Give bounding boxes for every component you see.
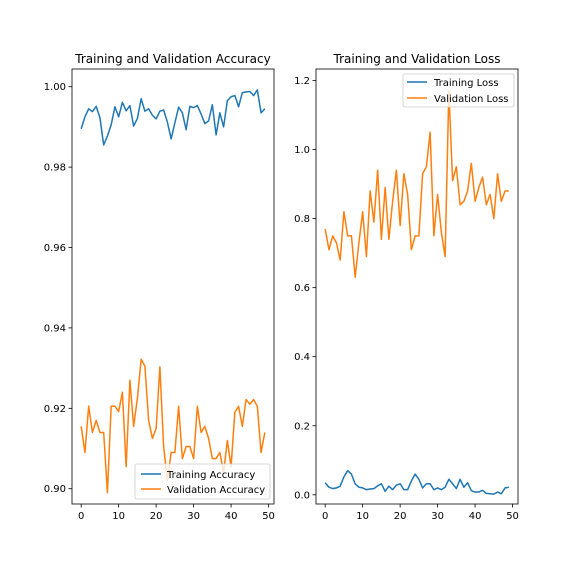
loss-chart-title: Training and Validation Loss bbox=[333, 52, 501, 66]
loss-x-tick-label: 40 bbox=[469, 511, 482, 522]
loss-y-tick-label: 1.0 bbox=[294, 145, 310, 156]
accuracy-x-ticks: 0 10 20 30 40 50 bbox=[78, 504, 275, 522]
loss-legend-label-training: Training Loss bbox=[433, 78, 499, 89]
loss-x-ticks: 0 10 20 30 40 50 bbox=[322, 504, 519, 522]
accuracy-plot-frame bbox=[71, 68, 275, 505]
loss-y-tick-label: 0.2 bbox=[294, 421, 310, 432]
loss-x-tick-label: 30 bbox=[431, 511, 444, 522]
accuracy-y-tick-label: 0.98 bbox=[44, 163, 66, 174]
loss-legend: Training Loss Validation Loss bbox=[402, 73, 515, 108]
accuracy-x-tick-label: 20 bbox=[150, 511, 163, 522]
loss-x-tick-label: 10 bbox=[356, 511, 369, 522]
accuracy-x-tick-label: 50 bbox=[262, 511, 275, 522]
accuracy-x-tick-label: 0 bbox=[78, 511, 84, 522]
accuracy-series-layer bbox=[80, 89, 266, 494]
accuracy-chart-title: Training and Validation Accuracy bbox=[74, 52, 270, 66]
loss-x-tick-label: 0 bbox=[322, 511, 328, 522]
accuracy-x-tick-label: 40 bbox=[225, 511, 238, 522]
loss-y-tick-label: 0.0 bbox=[294, 490, 310, 501]
loss-chart: Training and Validation Loss 0 10 20 30 40 50… bbox=[294, 52, 519, 522]
accuracy-training-line bbox=[80, 89, 266, 146]
loss-y-tick-label: 0.4 bbox=[294, 352, 310, 363]
loss-y-tick-label: 1.2 bbox=[294, 76, 310, 87]
accuracy-x-tick-label: 10 bbox=[112, 511, 125, 522]
loss-y-ticks: 0.0 0.2 0.4 0.6 0.8 1.0 1.2 bbox=[294, 76, 316, 501]
loss-validation-line bbox=[324, 90, 509, 279]
accuracy-y-tick-label: 1.00 bbox=[44, 82, 66, 93]
loss-y-tick-label: 0.8 bbox=[294, 214, 310, 225]
loss-legend-label-validation: Validation Loss bbox=[434, 94, 509, 105]
accuracy-chart: Training and Validation Accuracy 0 10 20 30… bbox=[44, 52, 275, 522]
accuracy-legend-label-validation: Validation Accuracy bbox=[167, 485, 265, 496]
loss-y-tick-label: 0.6 bbox=[294, 283, 310, 294]
accuracy-y-ticks: 0.90 0.92 0.94 0.96 0.98 1.00 bbox=[44, 82, 72, 495]
loss-plot-frame bbox=[315, 68, 519, 505]
loss-legend-box bbox=[402, 73, 515, 108]
loss-training-line bbox=[324, 469, 509, 495]
accuracy-legend: Training Accuracy Validation Accuracy bbox=[134, 463, 271, 500]
accuracy-y-tick-label: 0.96 bbox=[44, 243, 66, 254]
accuracy-validation-line bbox=[80, 358, 266, 494]
loss-series-layer bbox=[324, 90, 509, 495]
accuracy-legend-box bbox=[134, 463, 271, 500]
accuracy-y-tick-label: 0.94 bbox=[44, 323, 66, 334]
accuracy-x-tick-label: 30 bbox=[187, 511, 200, 522]
loss-x-tick-label: 50 bbox=[506, 511, 519, 522]
accuracy-legend-label-training: Training Accuracy bbox=[166, 470, 255, 481]
loss-x-tick-label: 20 bbox=[394, 511, 407, 522]
accuracy-y-tick-label: 0.92 bbox=[44, 404, 66, 415]
accuracy-y-tick-label: 0.90 bbox=[44, 484, 66, 495]
